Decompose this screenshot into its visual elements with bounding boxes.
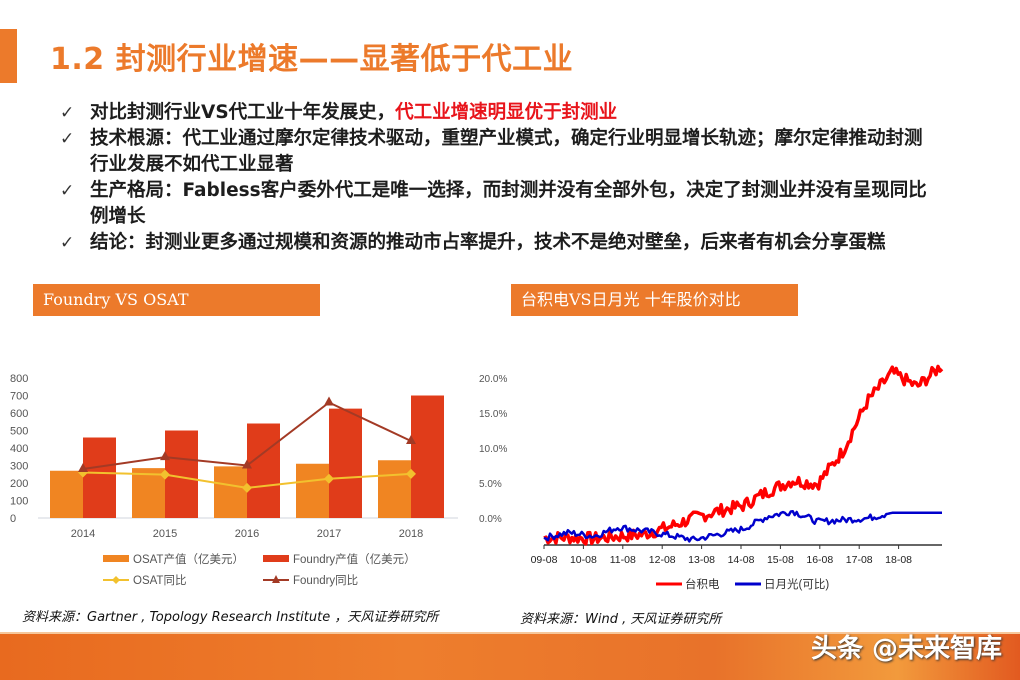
bullet-text: 技术根源：代工业通过摩尔定律技术驱动，重塑产业模式，确定行业明显增长轨迹；摩尔定… bbox=[90, 128, 923, 175]
left-axis-tick: 300 bbox=[10, 461, 28, 473]
right-axis-tick: 15.0% bbox=[479, 409, 507, 420]
triangle-marker-icon bbox=[160, 451, 170, 461]
x-axis-tick: 2017 bbox=[317, 528, 341, 540]
left-axis-tick: 200 bbox=[10, 478, 28, 490]
left-axis-tick: 600 bbox=[10, 408, 28, 420]
foundry-bar bbox=[165, 430, 198, 518]
triangle-marker-icon bbox=[78, 463, 88, 472]
left-axis-tick: 500 bbox=[10, 426, 28, 438]
checkmark-icon: ✓ bbox=[60, 233, 75, 253]
x-axis-tick: 13-08 bbox=[688, 554, 715, 566]
right-axis-tick: 0.0% bbox=[479, 514, 502, 525]
footer-band bbox=[0, 634, 1020, 680]
legend-label: 台积电 bbox=[685, 577, 720, 591]
page-title: 1.2 封测行业增速——显著低于代工业 bbox=[50, 42, 574, 77]
bullet-text: 对比封测行业VS代工业十年发展史， bbox=[90, 102, 396, 123]
osat-bar bbox=[132, 468, 165, 518]
legend-label: OSAT同比 bbox=[133, 574, 186, 587]
left-source-note: 资料来源：Gartner , Topology Research Institu… bbox=[22, 610, 439, 625]
x-axis-tick: 2014 bbox=[71, 528, 95, 540]
checkmark-icon: ✓ bbox=[60, 103, 75, 123]
foundry-bar bbox=[247, 423, 280, 518]
legend-label: OSAT产值（亿美元） bbox=[133, 552, 244, 566]
bullet-item: ✓ 对比封测行业VS代工业十年发展史，代工业增速明显优于封测业 bbox=[60, 100, 940, 126]
legend-label: 日月光(可比) bbox=[764, 577, 829, 591]
footer-divider bbox=[0, 632, 1020, 635]
bullet-highlight: 代工业增速明显优于封测业 bbox=[395, 102, 618, 123]
osat-bar bbox=[378, 460, 411, 518]
left-axis-tick: 800 bbox=[10, 373, 28, 385]
left-axis-tick: 400 bbox=[10, 443, 28, 455]
bullet-list: ✓ 对比封测行业VS代工业十年发展史，代工业增速明显优于封测业 ✓ 技术根源：代… bbox=[60, 100, 940, 256]
x-axis-tick: 14-08 bbox=[728, 554, 755, 566]
title-accent-bar bbox=[0, 29, 17, 83]
diamond-marker-icon bbox=[324, 473, 334, 484]
osat-bar bbox=[214, 466, 247, 518]
tsmc-price-line bbox=[543, 364, 944, 546]
x-axis-tick: 16-08 bbox=[806, 554, 833, 566]
x-axis-tick: 09-08 bbox=[531, 554, 558, 566]
bullet-item: ✓ 生产格局：Fabless客户委外代工是唯一选择，而封测并没有全部外包，决定了… bbox=[60, 178, 940, 230]
right-axis-tick: 10.0% bbox=[479, 444, 507, 455]
legend-swatch bbox=[263, 555, 289, 562]
x-axis-tick: 11-08 bbox=[610, 554, 636, 566]
osat-bar bbox=[296, 463, 329, 518]
right-axis-tick: 5.0% bbox=[479, 479, 502, 490]
x-axis-tick: 18-08 bbox=[885, 554, 912, 566]
left-panel-header: Foundry VS OSAT bbox=[33, 284, 320, 316]
triangle-marker-icon bbox=[406, 435, 416, 444]
right-source-note: 资料来源：Wind , 天风证券研究所 bbox=[520, 612, 722, 627]
right-axis-tick: 20.0% bbox=[479, 374, 507, 385]
bullet-text: 结论：封测业更多通过规模和资源的推动市占率提升，技术不是绝对壁垒，后来者有机会分… bbox=[90, 232, 886, 253]
x-axis-tick: 2015 bbox=[153, 528, 177, 540]
x-axis-tick: 2016 bbox=[235, 528, 259, 540]
left-axis-tick: 0 bbox=[10, 513, 16, 525]
bullet-text: 生产格局：Fabless客户委外代工是唯一选择，而封测并没有全部外包，决定了封测… bbox=[90, 180, 927, 227]
left-axis-tick: 700 bbox=[10, 391, 28, 403]
legend-label: Foundry产值（亿美元） bbox=[293, 552, 416, 566]
x-axis-tick: 12-08 bbox=[649, 554, 676, 566]
triangle-marker-icon bbox=[272, 575, 280, 583]
osat-bar bbox=[50, 470, 83, 518]
legend-label: Foundry同比 bbox=[293, 574, 358, 587]
checkmark-icon: ✓ bbox=[60, 129, 75, 149]
diamond-marker-icon bbox=[112, 576, 120, 584]
foundry-bar bbox=[411, 395, 444, 518]
left-axis-tick: 100 bbox=[10, 496, 28, 508]
foundry-bar bbox=[329, 408, 362, 518]
foundry-bar bbox=[83, 437, 116, 518]
bullet-item: ✓ 技术根源：代工业通过摩尔定律技术驱动，重塑产业模式，确定行业明显增长轨迹；摩… bbox=[60, 126, 940, 178]
x-axis-tick: 17-08 bbox=[846, 554, 873, 566]
diamond-marker-icon bbox=[406, 468, 416, 479]
x-axis-tick: 2018 bbox=[399, 528, 423, 540]
right-panel-header: 台积电VS日月光 十年股价对比 bbox=[511, 284, 798, 316]
diamond-marker-icon bbox=[160, 469, 170, 480]
checkmark-icon: ✓ bbox=[60, 181, 75, 201]
bullet-item: ✓ 结论：封测业更多通过规模和资源的推动市占率提升，技术不是绝对壁垒，后来者有机… bbox=[60, 230, 940, 256]
diamond-marker-icon bbox=[242, 482, 252, 493]
stock-price-chart: 09-08 10-08 11-08 12-08 13-08 14-08 15-08 16-08… bbox=[531, 364, 944, 591]
watermark-text: 头条 @未来智库 bbox=[810, 634, 1002, 664]
foundry-osat-chart: 0 100 200 300 400 500 600 700 800 0.0% 5.0% 10.0% 15… bbox=[10, 373, 507, 587]
x-axis-tick: 15-08 bbox=[767, 554, 794, 566]
triangle-marker-icon bbox=[324, 396, 334, 406]
ase-price-line bbox=[543, 510, 942, 543]
x-axis-tick: 10-08 bbox=[570, 554, 597, 566]
triangle-marker-icon bbox=[242, 459, 252, 469]
legend-swatch bbox=[103, 555, 129, 562]
